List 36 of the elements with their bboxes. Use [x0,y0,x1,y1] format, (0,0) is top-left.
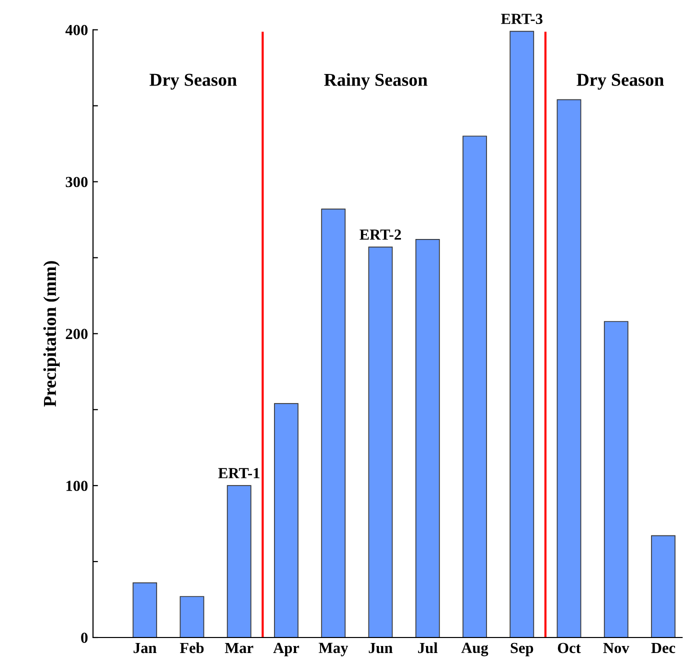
annotation: Dry Season [576,74,664,90]
bar [321,208,346,638]
bar [368,246,393,638]
y-tick-label: 400 [65,24,88,36]
y-tick-label: 0 [81,632,88,643]
bar [510,30,534,638]
x-tick-label: Oct [558,642,581,654]
y-tick-label: 200 [66,328,88,340]
x-tick-label: Jan [134,642,157,654]
y-tick-label: 300 [66,176,88,188]
x-tick-label: Mar [224,642,254,654]
x-tick-label: Jun [368,642,393,654]
bar [462,136,487,638]
x-tick-label: Nov [603,642,630,654]
bar [274,403,298,638]
bar [604,321,628,638]
y-tick-label: 100 [66,480,88,492]
x-tick-label: Apr [273,642,300,656]
bar [132,582,158,638]
bar [226,485,252,638]
x-tick-label: Dec [651,642,676,654]
y-axis-title: Precipitation (mm) [43,261,60,407]
annotation: Dry Season [150,74,237,90]
x-tick-label: Feb [180,642,204,654]
bar [651,535,676,638]
x-tick-label: Sep [510,642,534,656]
bar [415,239,440,638]
x-tick-label: Aug [461,642,488,656]
annotation: ERT-1 [218,468,260,478]
annotation: ERT-3 [501,14,542,24]
annotation: Rainy Season [324,73,428,90]
x-tick-label: May [318,642,348,656]
x-tick-label: Jul [418,642,438,654]
bar [180,596,204,638]
annotation: ERT-2 [360,230,401,240]
bar [556,99,582,638]
